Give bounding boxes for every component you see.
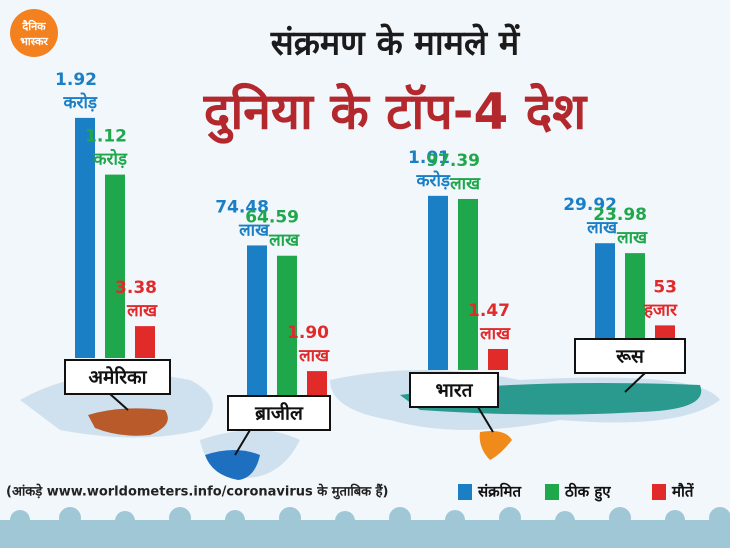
value-label-line: हजार — [643, 300, 678, 320]
value-label-line: 1.12 — [85, 127, 127, 147]
value-label: 64.59 लाख — [245, 208, 300, 251]
country-box — [409, 372, 499, 408]
legend-swatch — [545, 484, 559, 500]
bar — [488, 348, 508, 370]
chart-subtitle: दुनिया के टॉप-4 देश — [203, 83, 588, 145]
value-label-line: लाख — [298, 346, 330, 366]
value-label-line: 29.92 — [563, 195, 617, 215]
bar — [277, 255, 297, 395]
bar — [595, 243, 615, 338]
value-label: 53 हजार — [643, 277, 678, 320]
value-label: 1.01 करोड़ — [408, 148, 451, 191]
value-label-line: 1.47 — [468, 301, 510, 321]
bar — [75, 117, 95, 358]
logo-text: दैनिक — [21, 19, 46, 33]
country-box — [64, 359, 171, 395]
bar — [625, 253, 645, 338]
bar — [247, 245, 267, 395]
bar — [655, 325, 675, 338]
value-label-line: लाख — [268, 231, 300, 251]
country-label: रूस — [615, 346, 645, 368]
value-label-line: 97.39 — [426, 151, 480, 171]
legend-label: मौतें — [671, 483, 695, 501]
country-box — [574, 338, 686, 374]
value-label: 1.12 करोड़ — [85, 127, 128, 170]
value-label: 1.47 लाख — [468, 301, 511, 344]
value-label-line: करोड़ — [92, 149, 127, 170]
pointer — [109, 393, 129, 411]
value-label-line: 64.59 — [245, 208, 299, 228]
value-label: 97.39 लाख — [426, 151, 481, 194]
legend-swatch — [458, 484, 472, 500]
bar — [105, 174, 125, 358]
value-label-line: 1.92 — [55, 70, 97, 90]
country-label: भारत — [436, 380, 474, 402]
value-label-line: लाख — [479, 324, 511, 344]
value-label: 29.92 लाख — [563, 195, 618, 238]
value-label-line: 23.98 — [593, 205, 647, 225]
value-label-line: 1.01 — [408, 148, 450, 168]
value-label-line: करोड़ — [62, 92, 97, 113]
bar — [135, 326, 155, 358]
pointer — [477, 406, 494, 433]
source-note: (आंकड़े www.worldometers.info/coronaviru… — [6, 484, 388, 500]
value-label-line: करोड़ — [415, 170, 450, 191]
country-label: ब्राजील — [254, 402, 304, 425]
value-label-line: 1.90 — [287, 323, 329, 343]
value-label-line: लाख — [616, 228, 648, 248]
value-label: 74.48 लाख — [215, 197, 270, 240]
pointer — [234, 429, 251, 456]
value-label-line: लाख — [586, 218, 618, 238]
value-label: 1.90 लाख — [287, 323, 330, 366]
country-box — [227, 395, 331, 431]
value-label-line: 74.48 — [215, 197, 269, 217]
value-label-line: लाख — [449, 174, 481, 194]
value-label: 3.38 लाख — [115, 278, 158, 321]
usa-shape — [88, 408, 168, 436]
logo-badge — [10, 9, 58, 57]
chart-title: संक्रमण के मामले में — [270, 23, 521, 64]
country-label: अमेरिका — [88, 366, 147, 389]
legend-swatch — [652, 484, 666, 500]
crowd — [0, 507, 730, 548]
legend-label: ठीक हुए — [564, 483, 611, 503]
value-label-line: 3.38 — [115, 278, 157, 298]
value-label: 1.92 करोड़ — [55, 70, 98, 113]
pointer — [624, 372, 646, 393]
value-label-line: लाख — [238, 220, 270, 240]
bar — [428, 195, 448, 370]
brazil-shape — [205, 450, 260, 480]
bar — [307, 371, 327, 395]
bar — [458, 198, 478, 370]
india-shape — [479, 431, 512, 460]
legend-label: संक्रमित — [477, 483, 523, 501]
value-label-line: 53 — [653, 277, 677, 297]
logo-text: भास्कर — [20, 35, 48, 48]
value-label: 23.98 लाख — [593, 205, 648, 248]
value-label-line: लाख — [126, 301, 158, 321]
